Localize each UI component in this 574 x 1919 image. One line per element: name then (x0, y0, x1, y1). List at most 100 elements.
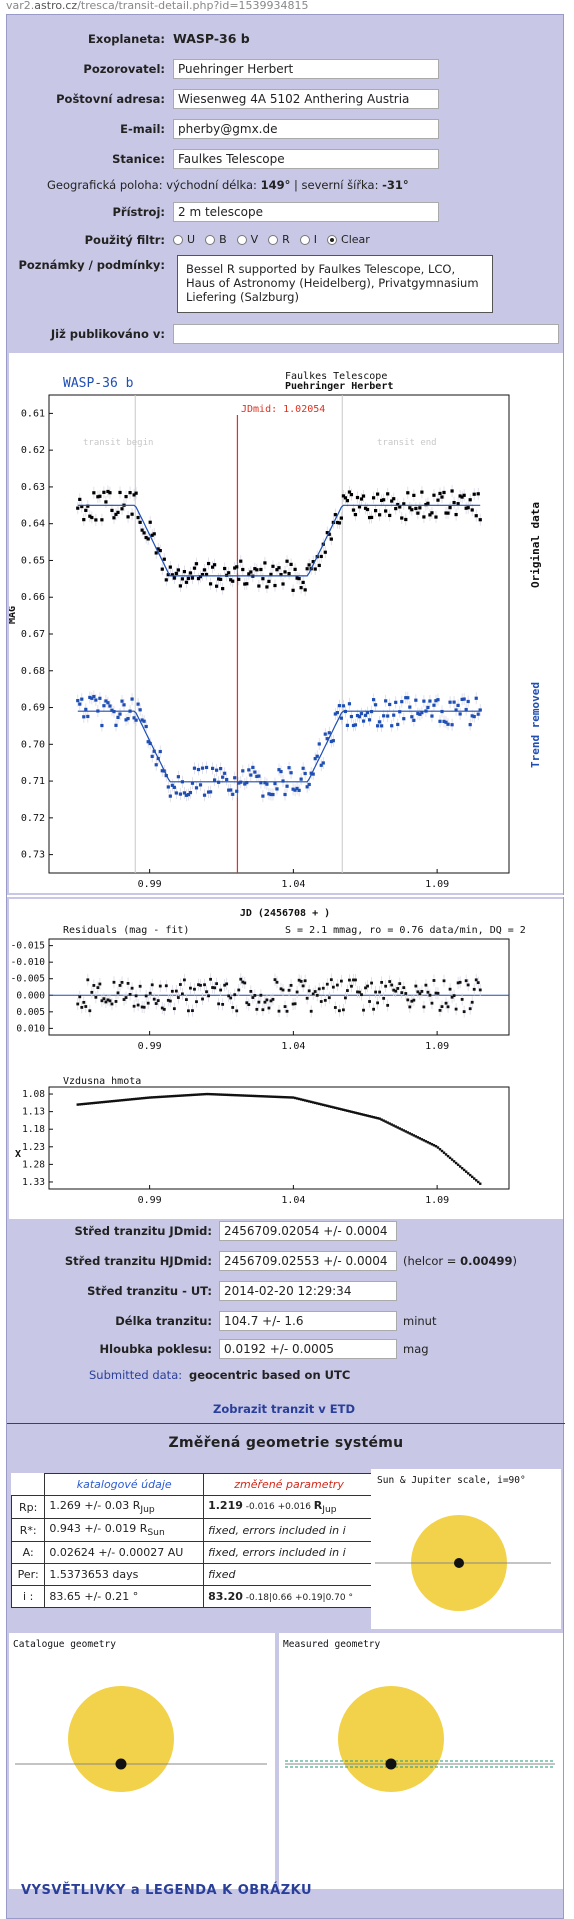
geometry-row: A: 0.02624 +/- 0.00027 AU fixed, errors in… (10, 1541, 375, 1565)
data-point (468, 723, 472, 727)
data-point (255, 568, 259, 572)
data-point (305, 567, 309, 571)
lightcurve-chart: WASP-36 b Faulkes Telescope Puehringer H… (7, 371, 542, 890)
data-point (285, 559, 289, 563)
ut-field[interactable]: 2014-02-20 12:29:34 (219, 1281, 397, 1301)
radio-circle[interactable] (205, 235, 216, 245)
data-point (235, 789, 239, 793)
data-point (359, 497, 364, 501)
observer-field[interactable]: Puehringer Herbert (173, 59, 439, 79)
data-point (190, 576, 195, 580)
lc-ytick-label: 0.70 (21, 739, 45, 750)
lc-ytick-label: 0.61 (21, 408, 45, 419)
instrument-field[interactable]: 2 m telescope (173, 202, 439, 222)
jdmid-field[interactable]: 2456709.02054 +/- 0.0004 (219, 1221, 397, 1241)
residual-point (112, 980, 116, 984)
data-point (112, 516, 116, 520)
data-point (94, 698, 98, 702)
filter-option-label: Clear (341, 233, 370, 246)
residual-point (259, 993, 263, 997)
residual-point (178, 983, 182, 986)
radio-circle[interactable] (268, 235, 279, 245)
published-label: Již publikováno v: (50, 327, 165, 341)
data-point (402, 502, 406, 506)
param-key: Rp: (10, 1494, 46, 1520)
lc-ytick-label: 0.65 (21, 555, 45, 566)
filter-radio-clear[interactable]: Clear (327, 230, 370, 250)
res-stats: S = 2.1 mmag, ro = 0.76 data/min, DQ = 2 (285, 925, 526, 936)
data-point (335, 711, 339, 715)
data-point (422, 699, 426, 703)
residual-point (464, 979, 468, 983)
residual-point (392, 988, 396, 992)
data-point (458, 494, 462, 498)
air-ylabel: X (15, 1149, 21, 1160)
radio-circle[interactable] (236, 235, 247, 245)
show-in-etd-link[interactable]: Zobrazit tranzit v ETD (213, 1402, 356, 1416)
data-point (90, 696, 94, 700)
airmass-point (110, 1100, 114, 1103)
data-point (182, 791, 187, 795)
radio-circle[interactable] (327, 235, 338, 245)
airmass-point (318, 1102, 321, 1106)
data-point (450, 489, 454, 493)
data-point (136, 515, 140, 520)
data-point (390, 499, 394, 503)
data-point (188, 571, 193, 575)
filter-radio-r[interactable]: R (268, 230, 290, 250)
helcor-value: 0.00499 (460, 1254, 513, 1268)
filter-radio-u[interactable]: U (173, 230, 195, 250)
radio-circle[interactable] (299, 235, 310, 245)
hjdmid-field[interactable]: 2456709.02553 +/- 0.0004 (219, 1251, 397, 1271)
measured-main: 83.20 (208, 1590, 243, 1604)
residual-point (146, 1001, 150, 1005)
data-point (454, 512, 458, 517)
airmass-point (118, 1099, 122, 1102)
filter-radio-b[interactable]: B (205, 230, 227, 250)
filter-radio-i[interactable]: I (299, 230, 317, 250)
residual-point (253, 994, 257, 997)
data-point (293, 567, 297, 571)
lc-xlabel: JD (2456708 + ) (240, 908, 330, 919)
airmass-point (295, 1097, 299, 1100)
geometry-table-header: katalogové údaje změřené parametry (12, 1473, 375, 1496)
airmass-point (96, 1101, 100, 1104)
measured-errors: -0.18|0.66 +0.19|0.70 ° (242, 1593, 353, 1604)
residual-point (154, 1002, 158, 1005)
airmass-point (406, 1131, 409, 1134)
data-point (321, 761, 325, 765)
airmass-point (301, 1098, 305, 1102)
data-point (281, 779, 285, 783)
email-field[interactable]: pherby@gmx.de (173, 119, 439, 139)
residual-point (442, 979, 446, 983)
filter-radio-v[interactable]: V (236, 230, 258, 250)
airmass-point (466, 1172, 470, 1175)
catalog-value: 1.269 +/- 0.03 RJup (44, 1494, 205, 1520)
duration-field[interactable]: 104.7 +/- 1.6 (219, 1311, 397, 1331)
address-field[interactable]: Wiesenweg 4A 5102 Anthering Austria (173, 89, 439, 109)
url-bar[interactable]: var2.astro.cz/tresca/transit-detail.php?… (0, 0, 574, 14)
catalogue-title: Catalogue geometry (13, 1639, 116, 1650)
data-point (114, 512, 118, 517)
data-point (434, 699, 438, 703)
radio-circle[interactable] (173, 235, 183, 245)
data-point (239, 559, 243, 563)
airmass-point (283, 1096, 287, 1099)
airmass-point (94, 1101, 98, 1105)
airmass-point (189, 1093, 192, 1097)
data-point (168, 565, 172, 569)
data-point (253, 567, 257, 571)
depth-field[interactable]: 0.0192 +/- 0.0005 (219, 1339, 397, 1359)
residual-point (219, 988, 223, 992)
data-point (291, 588, 295, 592)
published-field[interactable] (173, 324, 559, 344)
residual-point (102, 997, 106, 1001)
data-point (426, 705, 430, 710)
airmass-point (452, 1160, 456, 1163)
station-field[interactable]: Faulkes Telescope (173, 149, 439, 169)
lightcurve-panel: WASP-36 b Faulkes Telescope Puehringer H… (7, 353, 563, 893)
airmass-point (287, 1096, 291, 1099)
notes-field[interactable]: Bessel R supported by Faulkes Telescope,… (177, 255, 493, 313)
duration-label: Délka tranzitu: (115, 1314, 212, 1328)
legend-link[interactable]: VYSVĚTLIVKY a LEGENDA K OBRÁZKU (21, 1883, 313, 1898)
